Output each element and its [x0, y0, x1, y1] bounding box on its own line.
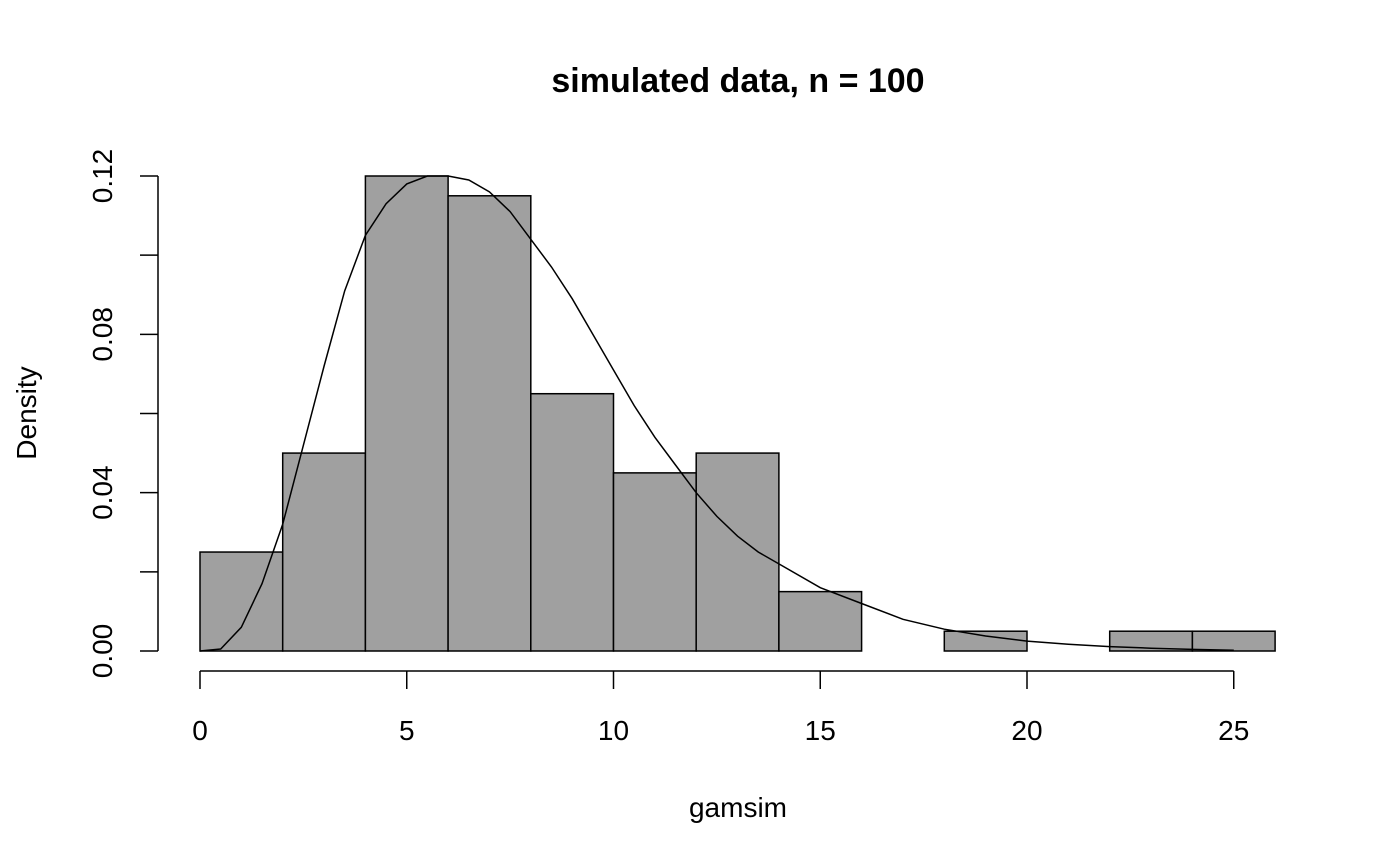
- x-tick-label-3: 15: [805, 715, 836, 746]
- histogram-bar-9: [943, 630, 1028, 652]
- y-axis: 0.00 0.04 0.08 0.12: [87, 149, 159, 679]
- bars-group: [199, 175, 1276, 652]
- x-tick-label-5: 25: [1218, 715, 1249, 746]
- histogram-bar-0: [199, 551, 284, 652]
- x-axis: 0 5 10 15 20 25: [192, 670, 1249, 746]
- histogram-bar-12: [1191, 630, 1276, 652]
- histogram-bar-7: [778, 590, 863, 652]
- histogram-bar-2: [364, 175, 449, 652]
- x-tick-label-4: 20: [1011, 715, 1042, 746]
- x-axis-label: gamsim: [689, 792, 787, 823]
- histogram-bar-3: [447, 195, 532, 652]
- y-tick-label-2: 0.04: [87, 465, 118, 519]
- x-tick-label-1: 5: [399, 715, 415, 746]
- density-curve: [199, 175, 1234, 652]
- x-tick-label-2: 10: [598, 715, 629, 746]
- x-tick-label-0: 0: [192, 715, 208, 746]
- y-tick-label-0: 0.00: [87, 624, 118, 679]
- y-axis-label: Density: [11, 366, 42, 459]
- histogram-bar-6: [695, 452, 780, 652]
- y-tick-label-4: 0.08: [87, 307, 118, 362]
- histogram-bar-5: [612, 472, 697, 652]
- histogram-bar-1: [281, 452, 367, 652]
- histogram-bar-4: [530, 392, 615, 652]
- y-tick-label-6: 0.12: [87, 149, 118, 204]
- chart-title: simulated data, n = 100: [551, 62, 924, 100]
